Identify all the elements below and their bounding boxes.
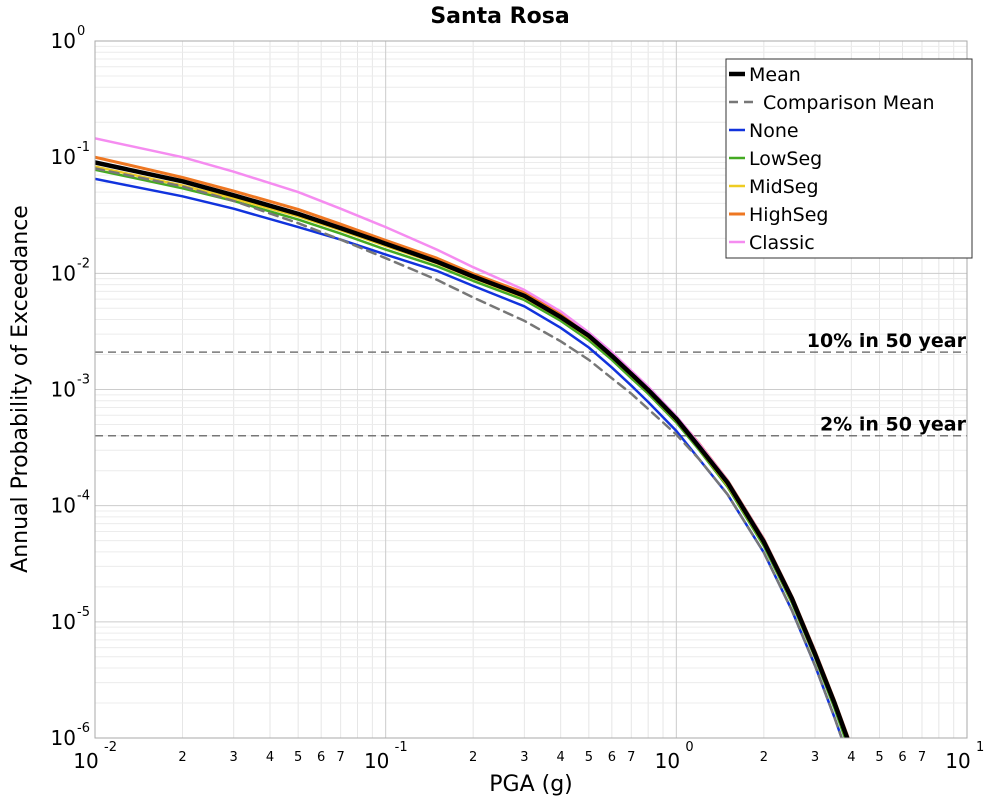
series-line-midseg [95, 165, 848, 738]
x-tick-label: 10 [655, 749, 680, 773]
y-tick-exponent: 0 [77, 24, 85, 39]
legend: Mean Comparison Mean None LowSeg MidSeg HighS… [725, 58, 973, 259]
x-minor-tick-label: 6 [608, 750, 616, 765]
x-tick-label: 10 [945, 749, 970, 773]
y-tick-label: 10 [51, 29, 76, 53]
series-line-comparison-mean [95, 167, 843, 738]
x-minor-tick-label: 6 [317, 750, 325, 765]
x-minor-tick-label: 3 [811, 750, 819, 765]
y-tick-label: 10 [51, 145, 76, 169]
x-minor-tick-label: 2 [178, 750, 186, 765]
y-tick-exponent: -2 [77, 256, 90, 271]
x-tick-exponent: -2 [104, 740, 117, 755]
x-minor-tick-label: 7 [627, 750, 635, 765]
legend-box [725, 58, 973, 259]
y-tick-label: 10 [51, 261, 76, 285]
legend-label: Classic [749, 232, 815, 254]
y-tick-label: 10 [51, 610, 76, 634]
x-tick-exponent: 0 [685, 740, 693, 755]
y-tick-exponent: -3 [77, 373, 90, 388]
x-minor-tick-label: 2 [469, 750, 477, 765]
x-minor-tick-label: 4 [847, 750, 855, 765]
reference-line-label: 2% in 50 year [820, 414, 967, 436]
x-minor-tick-label: 5 [294, 750, 302, 765]
x-tick-exponent: 1 [976, 740, 984, 755]
legend-label: Comparison Mean [763, 92, 935, 114]
x-tick-label: 10 [364, 749, 389, 773]
series-lines [95, 137, 850, 738]
x-minor-tick-label: 3 [520, 750, 528, 765]
x-minor-tick-label: 7 [337, 750, 345, 765]
legend-label: Mean [749, 64, 801, 86]
x-minor-tick-label: 4 [557, 750, 565, 765]
x-minor-tick-label: 3 [230, 750, 238, 765]
y-tick-exponent: -4 [77, 489, 90, 504]
y-tick-exponent: -1 [77, 140, 90, 155]
reference-lines: 10% in 50 year 2% in 50 year [95, 330, 967, 437]
series-line-lowseg [95, 168, 847, 738]
series-line-mean [95, 160, 850, 738]
y-tick-label: 10 [51, 494, 76, 518]
legend-label: None [749, 120, 799, 142]
x-axis-label: PGA (g) [489, 772, 573, 797]
x-minor-tick-label: 6 [898, 750, 906, 765]
y-tick-exponent: -5 [77, 605, 90, 620]
y-tick-label: 10 [51, 378, 76, 402]
x-minor-tick-label: 5 [585, 750, 593, 765]
legend-label: LowSeg [749, 148, 822, 170]
chart-title: Santa Rosa [430, 4, 569, 29]
x-tick-label: 10 [73, 749, 98, 773]
plot-frame [94, 40, 968, 739]
x-minor-tick-label: 7 [918, 750, 926, 765]
legend-label: HighSeg [749, 204, 828, 226]
x-tick-exponent: -1 [395, 740, 408, 755]
x-minor-tick-label: 5 [875, 750, 883, 765]
y-tick-label: 10 [51, 726, 76, 750]
grid [94, 40, 968, 739]
series-line-none [95, 177, 843, 738]
legend-label: MidSeg [749, 176, 819, 198]
x-minor-tick-label: 2 [760, 750, 768, 765]
reference-line-label: 10% in 50 year [807, 330, 967, 352]
y-axis-label: Annual Probability of Exceedance [8, 205, 33, 573]
y-tick-exponent: -6 [77, 721, 90, 736]
x-minor-tick-label: 4 [266, 750, 274, 765]
